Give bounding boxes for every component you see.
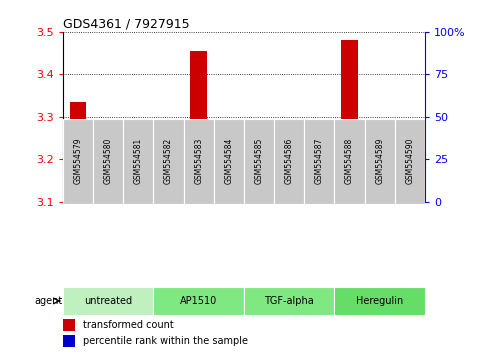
Bar — [165, 177, 172, 180]
Bar — [63, 119, 93, 204]
Bar — [395, 119, 425, 204]
Bar — [402, 144, 418, 202]
Bar — [281, 178, 298, 202]
Bar — [160, 140, 177, 202]
Text: GSM554590: GSM554590 — [405, 138, 414, 184]
Bar — [213, 119, 244, 204]
Text: GSM554586: GSM554586 — [284, 138, 294, 184]
Bar — [130, 157, 146, 202]
Bar — [365, 119, 395, 204]
Text: percentile rank within the sample: percentile rank within the sample — [83, 336, 248, 346]
Bar — [285, 177, 293, 180]
Bar — [256, 172, 263, 176]
Text: GSM554581: GSM554581 — [134, 138, 143, 184]
Bar — [104, 175, 112, 178]
Text: GSM554589: GSM554589 — [375, 138, 384, 184]
Text: GSM554582: GSM554582 — [164, 138, 173, 184]
Text: GSM554585: GSM554585 — [255, 138, 264, 184]
Bar — [195, 166, 202, 170]
Bar — [274, 119, 304, 204]
Text: AP1510: AP1510 — [180, 296, 217, 306]
Bar — [221, 200, 237, 202]
Bar — [154, 119, 184, 204]
Bar — [100, 140, 116, 202]
Bar — [184, 119, 213, 204]
Bar — [93, 119, 123, 204]
Text: GDS4361 / 7927915: GDS4361 / 7927915 — [63, 18, 189, 31]
Bar — [63, 335, 75, 347]
Bar — [244, 287, 334, 315]
Bar — [63, 287, 154, 315]
Bar — [376, 172, 384, 176]
Bar — [406, 172, 413, 176]
Bar — [334, 287, 425, 315]
Bar — [371, 170, 388, 202]
Text: GSM554588: GSM554588 — [345, 138, 354, 184]
Text: GSM554587: GSM554587 — [315, 138, 324, 184]
Bar — [190, 51, 207, 202]
Text: GSM554583: GSM554583 — [194, 138, 203, 184]
Text: untreated: untreated — [84, 296, 132, 306]
Bar — [123, 119, 154, 204]
Bar — [70, 102, 86, 202]
Text: TGF-alpha: TGF-alpha — [264, 296, 314, 306]
Bar — [311, 149, 327, 202]
Bar — [316, 172, 323, 176]
Text: agent: agent — [34, 296, 62, 306]
Bar — [346, 168, 353, 172]
Bar — [334, 119, 365, 204]
Bar — [154, 287, 244, 315]
Text: GSM554579: GSM554579 — [73, 138, 83, 184]
Bar — [341, 40, 358, 202]
Text: GSM554580: GSM554580 — [103, 138, 113, 184]
Bar — [74, 172, 82, 176]
Text: Heregulin: Heregulin — [356, 296, 403, 306]
Text: GSM554584: GSM554584 — [224, 138, 233, 184]
Bar — [135, 177, 142, 180]
Bar — [63, 319, 75, 331]
Bar — [225, 181, 232, 184]
Bar — [244, 119, 274, 204]
Bar — [251, 166, 267, 202]
Bar — [304, 119, 334, 204]
Text: transformed count: transformed count — [83, 320, 173, 330]
